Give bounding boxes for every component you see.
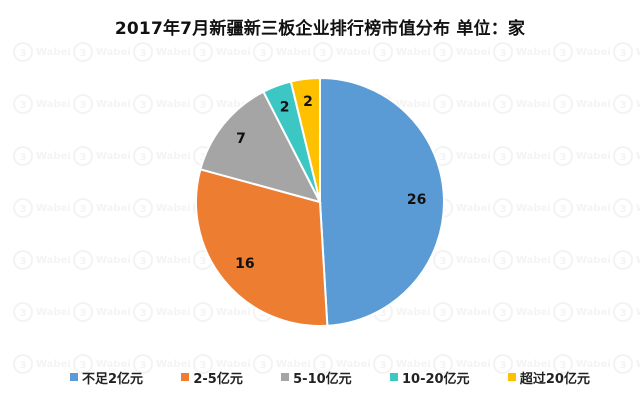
data-label: 2 — [303, 94, 313, 110]
legend-swatch — [70, 373, 78, 381]
legend-item-under-2yi: 不足2亿元 — [70, 368, 143, 387]
legend-item-5-10yi: 5-10亿元 — [281, 368, 352, 387]
legend-label: 2-5亿元 — [193, 371, 243, 387]
legend-item-2-5yi: 2-5亿元 — [181, 368, 243, 387]
pie-slice — [199, 90, 322, 204]
legend-label: 5-10亿元 — [293, 371, 352, 387]
legend-label: 10-20亿元 — [401, 371, 470, 387]
pie-slice — [319, 76, 445, 327]
legend-swatch — [181, 373, 190, 381]
data-label: 7 — [236, 131, 246, 147]
chart-title: 2017年7月新疆新三板企业排行榜市值分布 单位：家 — [114, 19, 526, 39]
pie-slice — [289, 76, 321, 203]
data-label: 26 — [407, 192, 426, 208]
legend-swatch — [389, 373, 398, 381]
chart-legend: 不足2亿元 2-5亿元 5-10亿元 10-20亿元 超过20亿元 — [70, 368, 590, 387]
legend-swatch — [507, 373, 516, 381]
legend-label: 超过20亿元 — [519, 371, 590, 387]
pie-slice — [195, 168, 329, 327]
legend-label: 不足2亿元 — [82, 371, 144, 387]
legend-item-10-20yi: 10-20亿元 — [389, 368, 470, 387]
legend-swatch — [281, 373, 290, 381]
data-label: 16 — [235, 256, 254, 272]
data-label: 2 — [280, 100, 290, 116]
legend-item-over-20yi: 超过20亿元 — [507, 368, 590, 387]
